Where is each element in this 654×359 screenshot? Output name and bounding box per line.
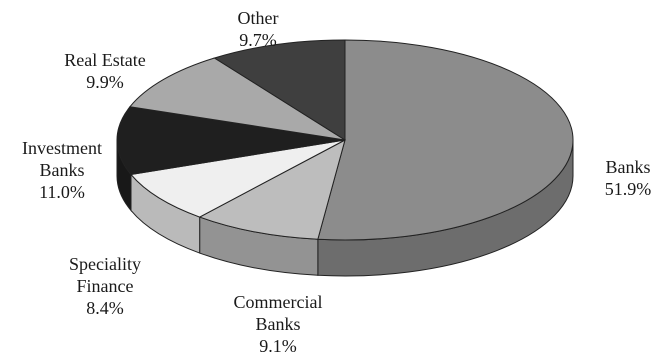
slice-percent: 51.9% bbox=[605, 179, 652, 199]
slice-label-investment-banks: Investment Banks 11.0% bbox=[22, 138, 102, 202]
slice-name-line: Other bbox=[238, 8, 279, 28]
pie-slice-commercial-banks bbox=[198, 139, 346, 240]
pie-tops bbox=[116, 39, 574, 241]
pie-labels: Banks 51.9%Commercial Banks 9.1%Speciality F… bbox=[22, 8, 651, 356]
slice-label-real-estate: Real Estate 9.9% bbox=[64, 50, 145, 92]
slice-percent: 11.0% bbox=[39, 182, 85, 202]
slice-name-line: Finance bbox=[77, 276, 134, 296]
slice-name-line: Banks bbox=[256, 314, 301, 334]
pie-slice-speciality-finance bbox=[130, 139, 346, 218]
slice-name-line: Speciality bbox=[69, 254, 141, 274]
slice-label-banks: Banks 51.9% bbox=[605, 157, 652, 199]
pie-slice-investment-banks bbox=[116, 106, 346, 176]
slice-name-line: Banks bbox=[40, 160, 85, 180]
slice-name-line: Investment bbox=[22, 138, 102, 158]
slice-percent: 9.1% bbox=[259, 336, 297, 356]
slice-percent: 9.9% bbox=[86, 72, 124, 92]
slice-percent: 8.4% bbox=[86, 298, 124, 318]
slice-percent: 9.7% bbox=[239, 30, 277, 50]
slice-label-commercial-banks: Commercial Banks 9.1% bbox=[234, 292, 323, 356]
slice-name-line: Real Estate bbox=[64, 50, 145, 70]
slice-name-line: Commercial bbox=[234, 292, 323, 312]
slice-label-other: Other 9.7% bbox=[238, 8, 279, 50]
slice-name-line: Banks bbox=[606, 157, 651, 177]
pie-slice-other bbox=[213, 39, 346, 141]
slice-label-speciality-finance: Speciality Finance 8.4% bbox=[69, 254, 141, 318]
pie-slice-real-estate bbox=[129, 57, 346, 141]
pie-slice-banks bbox=[317, 39, 574, 241]
